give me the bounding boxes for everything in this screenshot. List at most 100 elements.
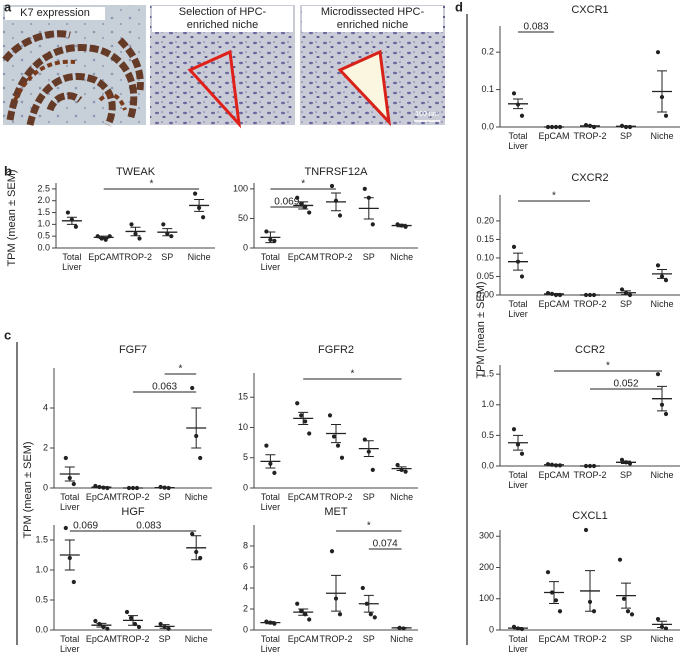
y-tick-label: 1.5 <box>35 534 48 544</box>
data-point <box>307 617 312 622</box>
data-point <box>519 274 525 279</box>
image-caption: Microdissected HPC-enriched niche <box>302 6 443 32</box>
data-point <box>299 201 304 206</box>
x-tick-label: SP <box>159 492 171 502</box>
data-point <box>663 626 669 631</box>
error-bar <box>621 125 631 128</box>
error-bar <box>549 293 559 295</box>
caption-box: Microdissected HPC-enriched niche <box>302 6 443 32</box>
error-bar <box>298 411 309 425</box>
data-point <box>337 612 343 617</box>
data-point <box>327 413 333 418</box>
y-tick-label: 15 <box>238 392 248 402</box>
y-tick-label: 0.0 <box>35 624 48 634</box>
error-bar <box>66 216 77 225</box>
y-tick-label: 2.0 <box>37 195 50 205</box>
data-point <box>370 467 375 472</box>
y-tick-label: 6 <box>243 561 248 571</box>
chart-title: CXCR1 <box>571 4 608 16</box>
x-tick-label: Niche <box>185 634 208 644</box>
y-tick-label: 0.15 <box>476 234 494 244</box>
data-point <box>511 244 517 249</box>
x-tick-label: Total Liver <box>60 492 80 512</box>
error-bar <box>363 197 374 220</box>
error-bar <box>363 440 374 458</box>
data-point <box>329 549 335 554</box>
data-point <box>655 50 661 55</box>
error-bar <box>162 228 173 237</box>
error-bar <box>396 627 407 629</box>
x-tick-label: TROP-2 <box>573 634 606 644</box>
x-tick-label: Total Liver <box>508 299 528 319</box>
data-point <box>519 451 525 456</box>
y-tick-label: 0.5 <box>37 231 50 241</box>
y-tick-label: 0.05 <box>476 271 494 281</box>
error-bar <box>265 454 276 469</box>
x-tick-label: SP <box>161 252 173 262</box>
significance-label: * <box>301 179 305 190</box>
y-tick-label: 0.10 <box>476 252 494 262</box>
x-tick-label: TROP-2 <box>319 634 352 644</box>
x-tick-label: Total Liver <box>60 634 80 654</box>
y-axis-label: TPM (mean ± SEM) <box>22 441 34 538</box>
data-point <box>362 186 367 192</box>
error-bar <box>159 624 170 629</box>
data-point <box>190 385 195 391</box>
x-tick-label: Niche <box>390 492 413 502</box>
error-bar <box>64 539 75 571</box>
data-point <box>617 557 623 562</box>
data-point <box>124 609 130 615</box>
x-tick-label: SP <box>620 470 632 480</box>
data-point <box>339 455 345 460</box>
error-bar <box>549 463 559 466</box>
error-bar <box>585 570 595 612</box>
data-point <box>272 470 277 475</box>
significance-label: 0.052 <box>613 379 638 390</box>
chart-title: FGFR2 <box>318 344 354 356</box>
data-point <box>335 443 341 448</box>
x-tick-label: SP <box>620 299 632 309</box>
panel-letter: a <box>4 0 12 14</box>
y-tick-label: 0 <box>243 482 248 492</box>
y-tick-label: 0.0 <box>481 121 494 131</box>
x-tick-label: EpCAM <box>288 492 319 502</box>
data-point <box>190 531 195 537</box>
data-point <box>337 213 343 218</box>
y-tick-label: 8 <box>243 540 248 550</box>
x-tick-label: Niche <box>390 634 413 644</box>
y-tick-label: 1.0 <box>37 219 50 229</box>
image-k7 <box>2 5 146 127</box>
x-tick-label: TROP-2 <box>116 492 149 502</box>
data-point <box>129 222 134 227</box>
significance-label: 0.063 <box>152 382 177 393</box>
data-point <box>73 224 78 229</box>
image-caption: Selection of HPC-enriched niche <box>152 6 293 32</box>
x-tick-label: EpCAM <box>288 252 319 262</box>
data-point <box>295 195 300 200</box>
data-point <box>511 427 517 432</box>
y-tick-label: 4 <box>243 582 248 592</box>
x-tick-label: Total Liver <box>261 252 281 272</box>
x-tick-label: TROP-2 <box>573 299 606 309</box>
data-point <box>625 609 631 614</box>
error-bar <box>657 70 667 113</box>
data-point <box>128 615 134 621</box>
y-tick-label: 0.5 <box>35 594 48 604</box>
chart-title: CXCR2 <box>571 172 608 184</box>
data-point <box>264 443 269 448</box>
error-bar <box>621 582 631 609</box>
data-point <box>272 238 277 244</box>
y-tick-label: 0.2 <box>481 47 494 57</box>
x-tick-label: Niche <box>650 470 673 480</box>
x-tick-label: Niche <box>390 252 413 262</box>
data-point <box>553 598 559 603</box>
error-bar <box>549 581 559 604</box>
error-bar <box>396 466 407 471</box>
error-bar <box>513 252 523 271</box>
x-tick-label: Total Liver <box>508 470 528 490</box>
data-point <box>137 236 142 241</box>
error-bar <box>331 574 341 612</box>
data-point <box>655 263 661 268</box>
y-tick-label: 1.5 <box>37 207 50 217</box>
